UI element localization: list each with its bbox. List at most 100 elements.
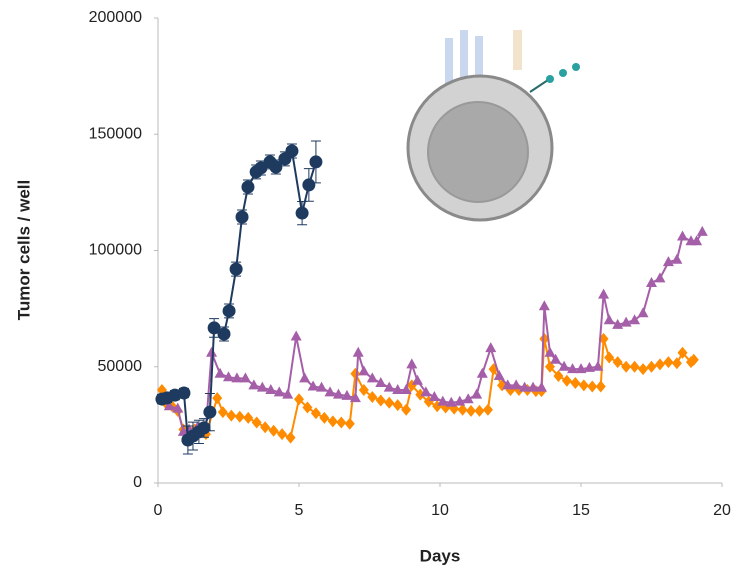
data-point: [646, 360, 657, 373]
data-point: [502, 379, 514, 390]
x-tick-label: 15: [572, 502, 590, 519]
data-point: [207, 321, 221, 335]
data-point: [265, 384, 277, 394]
data-point: [316, 381, 328, 392]
data-point: [598, 288, 610, 299]
data-point: [299, 372, 311, 383]
data-point: [302, 178, 316, 192]
data-point: [285, 144, 299, 158]
data-point: [332, 388, 344, 399]
data-point: [307, 380, 319, 391]
data-point: [383, 381, 395, 392]
data-point: [352, 346, 364, 357]
data-point: [476, 367, 488, 378]
data-point: [294, 393, 304, 406]
y-tick-label: 0: [133, 474, 142, 491]
data-point: [217, 406, 228, 419]
data-point: [251, 416, 262, 429]
data-point: [482, 403, 493, 416]
data-point: [223, 371, 234, 382]
data-point: [269, 160, 283, 174]
y-tick-label: 100000: [89, 242, 142, 259]
data-point: [462, 393, 474, 404]
data-point: [341, 389, 353, 400]
data-point: [358, 365, 370, 376]
y-tick-label: 150000: [89, 125, 142, 142]
data-point: [327, 415, 338, 428]
data-point: [677, 346, 688, 359]
data-point: [302, 401, 313, 414]
data-point: [212, 392, 223, 405]
data-point: [401, 403, 412, 416]
data-point: [662, 256, 674, 267]
data-point: [471, 388, 483, 399]
data-point: [604, 351, 615, 364]
data-point: [400, 384, 412, 394]
data-point: [214, 367, 226, 378]
data-point: [578, 379, 589, 392]
data-point: [638, 363, 649, 376]
data-point: [454, 395, 466, 406]
data-point: [457, 403, 468, 416]
data-point: [527, 381, 539, 392]
data-point: [544, 346, 556, 357]
data-point: [688, 353, 699, 366]
data-point: [172, 402, 184, 413]
data-point: [231, 372, 243, 383]
x-tick-label: 0: [154, 502, 163, 519]
data-point: [550, 353, 562, 364]
data-point: [485, 342, 497, 353]
data-point: [239, 372, 251, 383]
x-tick-label: 10: [431, 502, 449, 519]
data-point: [646, 277, 657, 288]
data-point: [344, 417, 355, 430]
data-point: [474, 404, 485, 417]
data-point: [309, 155, 323, 169]
data-point: [553, 370, 564, 383]
data-point: [226, 409, 237, 422]
data-point: [163, 400, 175, 411]
data-point: [538, 300, 550, 311]
data-point: [350, 367, 361, 380]
data-point: [295, 206, 309, 220]
data-point: [567, 363, 579, 374]
data-point: [260, 421, 271, 434]
cell-illustration: [406, 30, 580, 222]
y-tick-label: 50000: [98, 358, 143, 375]
data-point: [558, 360, 570, 371]
data-point: [349, 392, 361, 403]
data-point: [235, 210, 249, 224]
data-point: [671, 357, 682, 370]
data-point: [620, 316, 632, 327]
data-point: [420, 386, 432, 397]
data-point: [583, 361, 595, 372]
data-point: [637, 307, 649, 318]
data-point: [570, 377, 581, 390]
data-point: [595, 380, 606, 393]
data-point: [466, 404, 477, 417]
data-point: [612, 318, 624, 329]
data-point: [319, 411, 330, 424]
y-tick-label: 200000: [89, 9, 142, 26]
data-point: [217, 327, 231, 341]
data-point: [621, 360, 632, 373]
data-point: [493, 370, 505, 381]
data-point: [629, 360, 640, 373]
data-point: [654, 358, 665, 371]
data-point: [375, 377, 387, 388]
data-point: [310, 407, 321, 420]
data-point: [575, 363, 587, 374]
data-point: [222, 304, 236, 318]
data-point: [677, 230, 689, 241]
data-point: [241, 180, 255, 194]
data-point: [384, 396, 395, 409]
data-point: [324, 386, 336, 397]
data-point: [206, 346, 218, 357]
data-point: [285, 431, 296, 444]
data-point: [366, 372, 378, 383]
data-point: [415, 388, 426, 401]
data-point: [273, 386, 285, 397]
data-point: [392, 384, 404, 394]
data-point: [248, 379, 260, 390]
data-point: [629, 314, 641, 325]
